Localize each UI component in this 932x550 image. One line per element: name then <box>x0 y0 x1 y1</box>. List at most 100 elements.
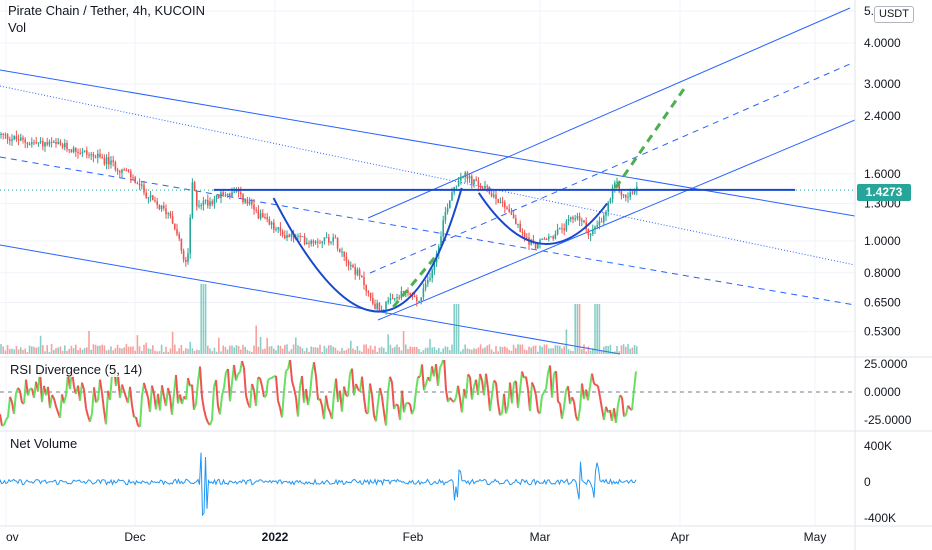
rsi-seg-268 <box>533 386 537 396</box>
rsi-seg-116 <box>229 382 233 402</box>
volume-bar-204 <box>449 350 451 354</box>
volume-bar-27 <box>59 346 62 354</box>
candle-body-132 <box>290 233 293 237</box>
candle-body-59 <box>130 171 132 178</box>
volume-bar-194 <box>427 347 429 354</box>
candle-body-252 <box>554 233 557 239</box>
volume-bar-5 <box>11 348 13 354</box>
volume-bar-1 <box>2 346 4 354</box>
rsi-seg-203 <box>403 402 407 413</box>
volume-bar-236 <box>519 344 521 354</box>
volume-bar-141 <box>310 346 312 354</box>
volume-bar-208 <box>457 304 460 354</box>
rsi-seg-262 <box>521 371 525 379</box>
volume-bar-33 <box>72 348 75 354</box>
volume-bar-2 <box>4 350 7 354</box>
rsi-seg-183 <box>363 397 367 413</box>
candle-body-150 <box>330 241 332 243</box>
candle-body-55 <box>121 169 123 173</box>
volume-bar-165 <box>363 344 365 354</box>
rsi-seg-272 <box>541 391 545 397</box>
candle-body-235 <box>517 223 519 225</box>
time-tick-0: ov <box>6 530 19 544</box>
volume-bar-263 <box>578 304 581 354</box>
rsi-seg-131 <box>259 377 263 387</box>
volume-bar-85 <box>187 348 189 354</box>
candle-body-45 <box>99 153 101 157</box>
rising-lower-solid <box>377 119 855 321</box>
rsi-seg-228 <box>453 396 457 403</box>
volume-bar-192 <box>422 350 425 354</box>
rsi-seg-118 <box>233 364 237 381</box>
currency-badge[interactable]: USDT <box>874 6 914 23</box>
candle-body-51 <box>112 160 114 162</box>
volume-bar-253 <box>556 345 559 354</box>
candle-body-154 <box>339 248 341 253</box>
volume-bar-239 <box>526 350 528 354</box>
volume-bar-46 <box>101 344 103 354</box>
rsi-seg-106 <box>209 419 213 426</box>
candle-body-119 <box>262 213 264 217</box>
volume-bar-206 <box>453 304 455 354</box>
volume-bar-146 <box>321 351 323 354</box>
rsi-seg-189 <box>375 403 379 422</box>
rsi-seg-224 <box>445 389 449 403</box>
candle-body-4 <box>9 139 11 141</box>
net-volume-tick-1: 0 <box>864 475 871 489</box>
volume-bar-8 <box>17 349 20 354</box>
rising-upper-solid <box>367 7 851 219</box>
rsi-seg-89 <box>175 374 179 404</box>
rsi-seg-177 <box>351 368 355 396</box>
candle-body-186 <box>409 293 411 296</box>
volume-bar-278 <box>611 351 614 354</box>
rsi-seg-235 <box>467 373 471 378</box>
volume-bar-212 <box>466 348 469 354</box>
volume-bar-188 <box>413 346 416 354</box>
volume-bar-35 <box>77 349 79 354</box>
candle-body-204 <box>449 200 451 209</box>
volume-bar-240 <box>528 346 530 354</box>
candle-body-42 <box>92 154 95 157</box>
rsi-seg-135 <box>267 377 271 381</box>
net-volume-pane-title: Net Volume <box>8 436 80 451</box>
rsi-seg-146 <box>289 360 293 381</box>
candle-body-123 <box>270 222 273 225</box>
price-tick-1: 4.0000 <box>864 36 901 50</box>
time-axis[interactable]: ov Dec 2022 Feb Mar Apr May <box>6 530 826 544</box>
volume-bar-219 <box>482 348 484 354</box>
candle-body-221 <box>486 185 488 187</box>
time-tick-2: 2022 <box>262 530 289 544</box>
price-axis[interactable]: 5.4.00003.00002.40001.60001.30001.00000.… <box>864 4 901 339</box>
candle-body-13 <box>28 144 31 146</box>
candle-body-193 <box>424 283 427 289</box>
volume-bar-235 <box>517 344 519 354</box>
candle-body-107 <box>235 190 238 192</box>
candle-body-40 <box>88 154 90 156</box>
candle-body-105 <box>231 192 233 197</box>
projection-3 <box>392 255 438 308</box>
volume-bar-259 <box>570 350 572 354</box>
volume-bar-233 <box>512 344 515 354</box>
candle-body-211 <box>464 172 466 178</box>
volume-bar-265 <box>583 344 585 354</box>
volume-bar-247 <box>543 344 546 354</box>
volume-bar-15 <box>33 346 35 354</box>
candle-body-289 <box>636 186 638 191</box>
volume-bar-270 <box>594 304 596 354</box>
rsi-seg-195 <box>387 376 391 393</box>
candle-body-276 <box>607 202 609 212</box>
rsi-seg-109 <box>215 380 219 407</box>
rsi-seg-186 <box>369 383 373 395</box>
volume-bar-248 <box>545 344 548 354</box>
volume-bar-51 <box>112 350 114 354</box>
volume-bar-223 <box>490 349 493 354</box>
candle-body-44 <box>97 153 99 158</box>
volume-bar-176 <box>387 334 389 354</box>
candle-body-139 <box>306 242 308 245</box>
candle-body-190 <box>418 300 420 302</box>
volume-bar-148 <box>325 348 328 354</box>
candle-body-127 <box>279 227 282 232</box>
candle-body-191 <box>420 297 422 301</box>
